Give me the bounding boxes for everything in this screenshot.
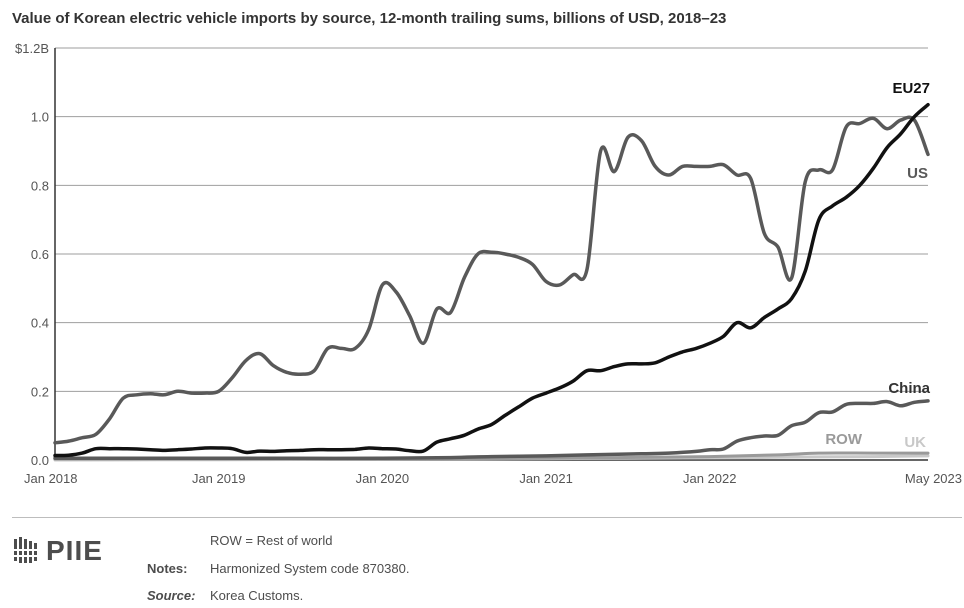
source-label: Source:: [147, 588, 196, 603]
x-tick-label: Jan 2018: [24, 471, 78, 486]
x-tick-label: May 2023: [905, 471, 962, 486]
axes: 0.0 0.2 0.4 0.6 0.8 1.0 $1.2B Jan 2018 Jan 2019 J…: [15, 41, 962, 486]
abbrev-note: ROW = Rest of world: [210, 533, 333, 548]
y-tick-label: 0.6: [31, 247, 49, 262]
series-label-row: ROW: [825, 431, 863, 448]
x-tick-label: Jan 2021: [519, 471, 573, 486]
series-line-eu27: [53, 102, 930, 458]
footer-divider: [12, 517, 962, 518]
series-labels: EU27 US China ROW UK: [825, 80, 930, 451]
series-line-us: [53, 115, 930, 445]
series-line-china: [53, 399, 930, 461]
piie-logo-icon: [12, 537, 40, 563]
series-label-china: China: [888, 380, 930, 397]
y-tick-label: 0.4: [31, 316, 49, 331]
y-tick-label: 1.0: [31, 110, 49, 125]
chart-title: Value of Korean electric vehicle imports…: [12, 10, 727, 27]
piie-logo-text: PIIE: [46, 535, 103, 566]
source-text: Korea Customs.: [210, 588, 304, 603]
series-label-eu27: EU27: [892, 80, 930, 97]
x-tick-label: Jan 2019: [192, 471, 246, 486]
series-lines: [53, 102, 930, 462]
series-label-us: US: [907, 165, 928, 182]
notes-label: Notes:: [147, 561, 188, 576]
line-chart: 0.0 0.2 0.4 0.6 0.8 1.0 $1.2B Jan 2018 Jan 2019 J…: [15, 41, 962, 486]
y-tick-label: 0.2: [31, 384, 49, 399]
y-tick-label: $1.2B: [15, 41, 49, 56]
x-tick-label: Jan 2020: [356, 471, 410, 486]
series-label-uk: UK: [904, 434, 926, 451]
y-tick-label: 0.8: [31, 178, 49, 193]
y-tick-label: 0.0: [31, 453, 49, 468]
piie-logo: PIIE: [12, 535, 112, 569]
x-tick-label: Jan 2022: [683, 471, 737, 486]
notes-text: Harmonized System code 870380.: [210, 561, 410, 576]
